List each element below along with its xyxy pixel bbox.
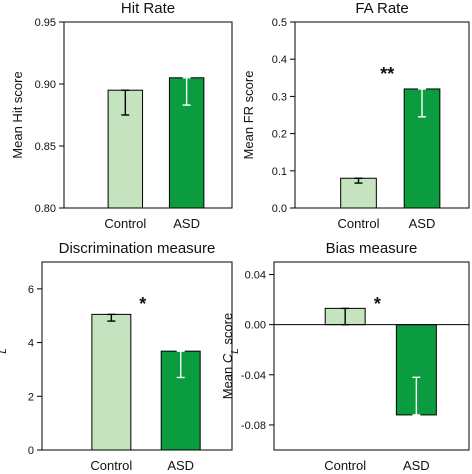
y-tick-label: 0.95 — [35, 17, 56, 29]
y-axis-label-part: score — [220, 313, 235, 348]
y-tick-label: 0.2 — [272, 129, 287, 141]
x-category-label: Control — [90, 458, 132, 473]
y-axis-label: Mean Hit score — [10, 71, 25, 158]
y-axis-label: Mean FR score — [241, 71, 256, 160]
x-category-label: ASD — [409, 216, 436, 231]
y-tick-label: 0.00 — [245, 320, 266, 332]
plot-frame — [294, 21, 470, 209]
y-tick-label: 0.85 — [35, 141, 56, 153]
y-axis-label-part: L — [230, 348, 241, 354]
y-tick-label: 6 — [28, 284, 34, 296]
chart-title: FA Rate — [355, 0, 408, 17]
y-tick-label: 0 — [28, 445, 34, 457]
x-category-label: ASD — [167, 458, 194, 473]
y-tick-label: -0.08 — [241, 420, 266, 432]
y-tick-label: 0.04 — [245, 270, 266, 282]
x-category-label: Control — [324, 458, 366, 473]
y-axis-label-part: score — [0, 313, 3, 348]
y-tick-label: 0.0 — [272, 203, 287, 215]
chart-panel-3: Bias measure -0.08 -0.04 0.00 0.04 Mean CL sc… — [220, 240, 470, 473]
x-category-label: ASD — [403, 458, 430, 473]
significance-marker: ** — [380, 64, 394, 84]
bar-control — [340, 177, 377, 209]
chart-panel-0: Hit Rate 0.80 0.85 0.90 0.95 Mean Hit score Co… — [10, 0, 233, 231]
y-axis-label: Mean d'L score — [0, 313, 9, 400]
y-axis-label: Mean CL score — [220, 313, 241, 400]
y-tick-label: 0.1 — [272, 166, 287, 178]
plot-frame — [273, 261, 470, 451]
y-tick-label: 0.3 — [272, 91, 287, 103]
significance-marker: * — [374, 294, 381, 314]
chart-panel-2: Discrimination measure 0 2 4 6 Mean d'L score… — [0, 240, 233, 473]
y-axis-label-part: Mean — [220, 363, 235, 399]
chart-title: Discrimination measure — [59, 240, 216, 257]
y-tick-label: -0.04 — [241, 370, 266, 382]
plot-frame — [63, 21, 233, 209]
bar-control — [91, 313, 132, 451]
significance-marker: * — [139, 294, 146, 314]
y-axis-label-part: L — [0, 348, 9, 354]
chart-panel-1: FA Rate 0.0 0.1 0.2 0.3 0.4 0.5 Mean FR score Co… — [241, 0, 470, 231]
y-tick-label: 2 — [28, 391, 34, 403]
y-tick-label: 0.4 — [272, 54, 287, 66]
y-tick-label: 0.80 — [35, 203, 56, 215]
x-category-label: Control — [104, 216, 146, 231]
y-tick-label: 4 — [28, 338, 34, 350]
y-axis-label-part: Mean — [0, 363, 3, 399]
y-axis-label-part: d' — [0, 353, 3, 363]
x-category-label: ASD — [173, 216, 200, 231]
y-axis-label-part: C — [220, 353, 235, 363]
y-tick-label: 0.5 — [272, 17, 287, 29]
y-tick-label: 0.90 — [35, 79, 56, 91]
chart-title: Bias measure — [326, 240, 418, 257]
chart-title: Hit Rate — [121, 0, 175, 17]
plot-frame — [41, 261, 233, 451]
x-category-label: Control — [338, 216, 380, 231]
